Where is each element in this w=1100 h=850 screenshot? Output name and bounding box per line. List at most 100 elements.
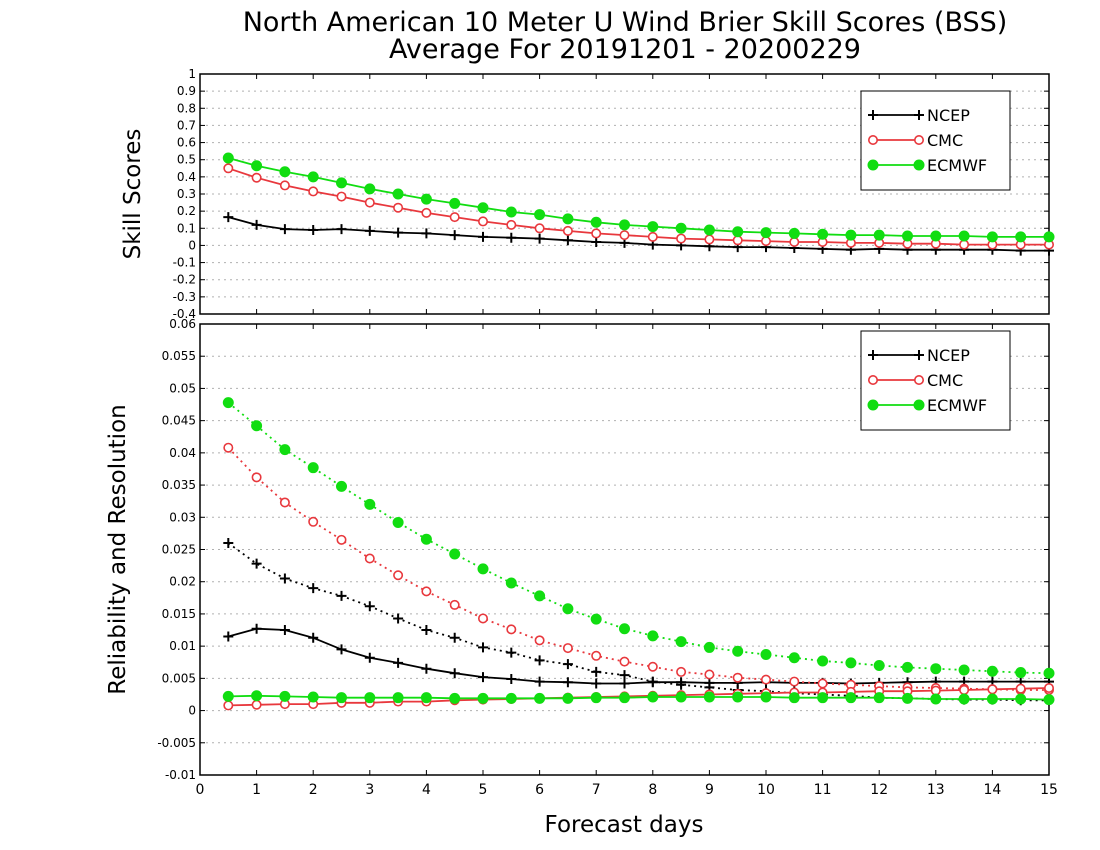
data-point-ecmwf (364, 183, 376, 195)
x-tick-label: 1 (252, 782, 261, 798)
data-point-ecmwf-resolution (1043, 667, 1055, 679)
data-point-ncep (336, 224, 347, 235)
data-point-ecmwf-reliability (958, 693, 970, 705)
data-point-ecmwf (222, 152, 234, 164)
legend: NCEP CMC ECMWF (860, 90, 1011, 191)
data-point-cmc-reliability (223, 700, 234, 711)
data-point-cmc-reliability (251, 699, 262, 710)
data-point-cmc-reliability (959, 684, 970, 695)
legend-label-ncep: NCEP (927, 346, 970, 365)
data-point-cmc-resolution (534, 635, 545, 646)
data-point-ecmwf (279, 166, 291, 178)
y-tick-label: 0.045 (162, 414, 196, 428)
data-point-cmc-resolution (477, 613, 488, 624)
y-tick-label: -0.005 (157, 736, 196, 750)
series-ecmwf-reliability (222, 690, 1055, 706)
data-point-ncep-resolution (279, 573, 290, 584)
data-point-ecmwf (477, 202, 489, 214)
y-tick-label: 0.025 (162, 543, 196, 557)
data-point-cmc-resolution (760, 674, 771, 685)
data-point-cmc (959, 239, 970, 250)
data-point-cmc (676, 233, 687, 244)
data-point-ecmwf-reliability (647, 691, 659, 703)
data-point-ncep-resolution (562, 659, 573, 670)
data-point-ecmwf (307, 171, 319, 183)
data-point-ecmwf-reliability (449, 692, 461, 704)
data-point-cmc-resolution (449, 599, 460, 610)
x-axis-title: Forecast days (545, 812, 704, 838)
data-point-ecmwf (817, 228, 829, 240)
data-point-ncep-resolution (619, 670, 630, 681)
data-point-ecmwf-resolution (222, 397, 234, 409)
data-point-ecmwf-reliability (562, 692, 574, 704)
data-point-ecmwf-resolution (902, 661, 913, 673)
data-point-ncep-resolution (251, 558, 262, 569)
data-point-ecmwf (619, 219, 630, 231)
data-point-ecmwf (902, 230, 913, 242)
data-point-ecmwf-reliability (902, 692, 913, 704)
data-point-ecmwf-resolution (336, 480, 347, 492)
data-point-cmc-resolution (647, 661, 658, 672)
data-point-ncep-reliability (251, 623, 262, 634)
y-tick-label: 0.9 (177, 84, 196, 98)
series-ncep-resolution (223, 538, 1054, 706)
data-point-ncep-resolution (449, 632, 460, 643)
x-tick-label: 2 (309, 782, 318, 798)
data-point-ecmwf (562, 213, 574, 225)
data-point-cmc (704, 234, 715, 245)
y-tick-label: 0 (188, 704, 196, 718)
data-point-ecmwf-resolution (279, 444, 291, 456)
y-tick-label: 0.005 (162, 671, 196, 685)
data-point-ecmwf-reliability (788, 692, 800, 704)
data-point-ecmwf-reliability (222, 690, 234, 702)
data-point-ecmwf (505, 206, 517, 218)
data-point-ecmwf (788, 227, 800, 239)
data-point-ncep (562, 235, 573, 246)
data-point-cmc (393, 202, 404, 213)
y-tick-label: 0 (188, 238, 196, 252)
legend-label-cmc: CMC (927, 371, 963, 390)
data-point-ecmwf-resolution (873, 659, 885, 671)
data-point-cmc-reliability (1015, 683, 1026, 694)
data-point-ecmwf (647, 221, 659, 233)
data-point-ncep-reliability (223, 631, 234, 642)
data-point-cmc (279, 180, 290, 191)
data-point-ecmwf (420, 193, 432, 205)
data-point-ecmwf (703, 224, 715, 236)
data-point-ncep (279, 224, 290, 235)
data-point-cmc-reliability (1044, 683, 1055, 694)
data-point-ecmwf (590, 216, 602, 228)
data-point-cmc (223, 163, 234, 174)
data-point-cmc (251, 172, 262, 183)
data-point-cmc (477, 216, 488, 227)
data-point-ncep (393, 227, 404, 238)
data-point-ecmwf-reliability (845, 692, 857, 704)
data-point-cmc-resolution (364, 553, 375, 564)
y-tick-label: -0.3 (173, 290, 196, 304)
data-point-ecmwf-resolution (760, 649, 772, 661)
data-point-cmc-resolution (393, 570, 404, 581)
data-point-cmc (732, 235, 743, 246)
data-point-cmc-resolution (619, 656, 630, 667)
data-point-ecmwf-resolution (590, 613, 602, 625)
y-tick-label: 0.7 (177, 118, 196, 132)
data-point-ncep (421, 228, 432, 239)
y-tick-label: 0.05 (169, 381, 196, 395)
data-point-ncep (308, 225, 319, 235)
data-point-ncep-reliability (308, 632, 319, 643)
data-point-ecmwf-resolution (732, 645, 744, 657)
data-point-ecmwf-reliability (505, 692, 517, 704)
data-point-cmc-resolution (223, 442, 234, 453)
data-point-ecmwf-resolution (817, 655, 829, 667)
series-cmc-resolution (223, 442, 1055, 695)
series-ecmwf-resolution (222, 397, 1055, 679)
data-point-ecmwf-reliability (420, 692, 432, 704)
data-point-ncep-reliability (506, 674, 517, 685)
data-point-ncep-reliability (591, 678, 602, 689)
y-tick-label: 0.015 (162, 607, 196, 621)
y-tick-label: 0.035 (162, 478, 196, 492)
data-point-ncep (534, 233, 545, 244)
data-point-ncep-resolution (506, 647, 517, 658)
data-point-ecmwf-reliability (703, 691, 715, 703)
x-tick-label: 14 (983, 782, 1001, 798)
